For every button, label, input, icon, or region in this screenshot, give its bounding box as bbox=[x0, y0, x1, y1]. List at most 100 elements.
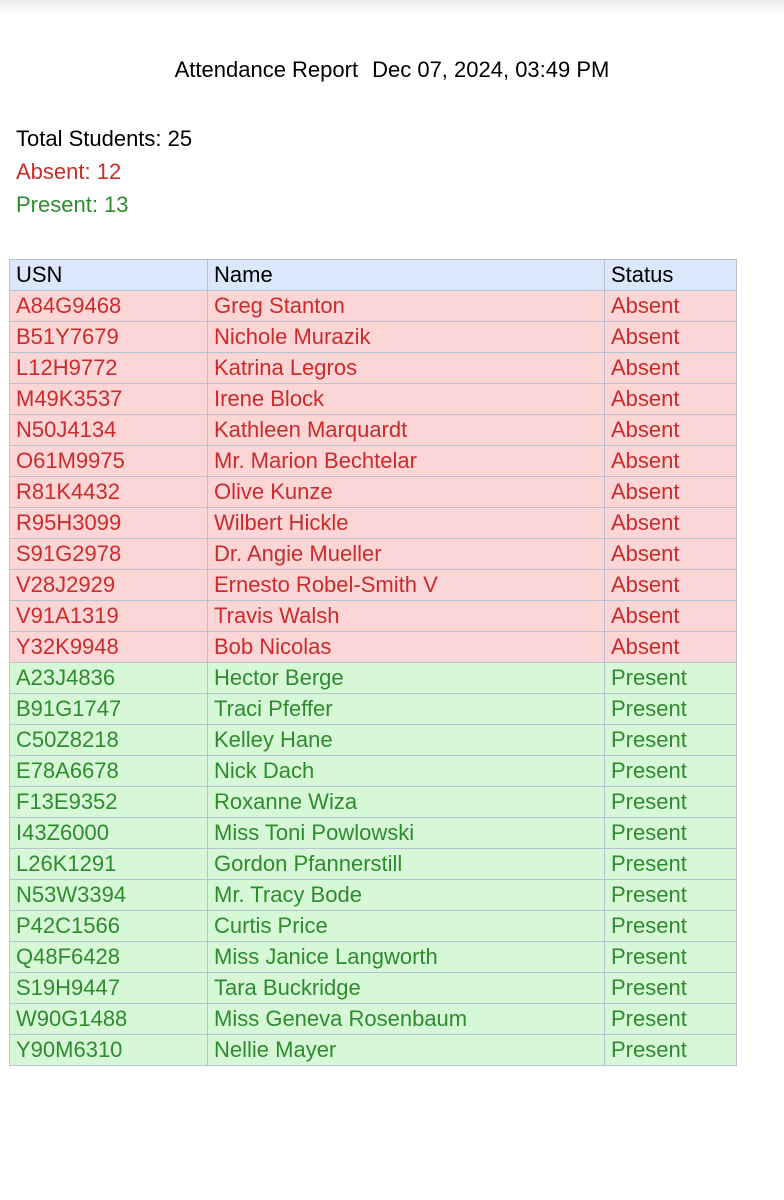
report-datetime: Dec 07, 2024, 03:49 PM bbox=[372, 57, 610, 82]
name-cell: Roxanne Wiza bbox=[207, 786, 605, 818]
usn-cell: P42C1566 bbox=[9, 910, 208, 942]
usn-cell: W90G1488 bbox=[9, 1003, 208, 1035]
status-cell: Absent bbox=[604, 414, 737, 446]
status-cell: Absent bbox=[604, 538, 737, 570]
usn-cell: V91A1319 bbox=[9, 600, 208, 632]
table-row: P42C1566 Curtis Price Present bbox=[9, 910, 737, 942]
table-row: L26K1291 Gordon Pfannerstill Present bbox=[9, 848, 737, 880]
status-cell: Absent bbox=[604, 290, 737, 322]
usn-cell: N50J4134 bbox=[9, 414, 208, 446]
usn-cell: L26K1291 bbox=[9, 848, 208, 880]
attendance-table: USN Name Status A84G9468 Greg Stanton Abse… bbox=[9, 259, 737, 1066]
name-cell: Katrina Legros bbox=[207, 352, 605, 384]
usn-cell: Q48F6428 bbox=[9, 941, 208, 973]
status-cell: Absent bbox=[604, 600, 737, 632]
table-row: V28J2929 Ernesto Robel-Smith V Absent bbox=[9, 569, 737, 601]
table-row: N53W3394 Mr. Tracy Bode Present bbox=[9, 879, 737, 911]
status-cell: Present bbox=[604, 910, 737, 942]
table-row: B91G1747 Traci Pfeffer Present bbox=[9, 693, 737, 725]
status-cell: Present bbox=[604, 786, 737, 818]
table-row: R95H3099 Wilbert Hickle Absent bbox=[9, 507, 737, 539]
table-row: C50Z8218 Kelley Hane Present bbox=[9, 724, 737, 756]
absent-count: Absent: 12 bbox=[16, 159, 122, 184]
status-cell: Present bbox=[604, 755, 737, 787]
status-cell: Absent bbox=[604, 383, 737, 415]
table-row: Y32K9948 Bob Nicolas Absent bbox=[9, 631, 737, 663]
usn-cell: E78A6678 bbox=[9, 755, 208, 787]
usn-cell: I43Z6000 bbox=[9, 817, 208, 849]
status-cell: Present bbox=[604, 817, 737, 849]
name-cell: Mr. Marion Bechtelar bbox=[207, 445, 605, 477]
name-cell: Bob Nicolas bbox=[207, 631, 605, 663]
name-cell: Greg Stanton bbox=[207, 290, 605, 322]
name-cell: Olive Kunze bbox=[207, 476, 605, 508]
name-cell: Nick Dach bbox=[207, 755, 605, 787]
table-row: L12H9772 Katrina Legros Absent bbox=[9, 352, 737, 384]
table-row: S19H9447 Tara Buckridge Present bbox=[9, 972, 737, 1004]
usn-cell: V28J2929 bbox=[9, 569, 208, 601]
status-cell: Absent bbox=[604, 569, 737, 601]
usn-cell: Y32K9948 bbox=[9, 631, 208, 663]
header-status: Status bbox=[604, 259, 737, 291]
status-cell: Absent bbox=[604, 445, 737, 477]
name-cell: Miss Geneva Rosenbaum bbox=[207, 1003, 605, 1035]
table-row: W90G1488 Miss Geneva Rosenbaum Present bbox=[9, 1003, 737, 1035]
table-body: A84G9468 Greg Stanton Absent B51Y7679 Nichol… bbox=[9, 290, 737, 1066]
name-cell: Nichole Murazik bbox=[207, 321, 605, 353]
usn-cell: B51Y7679 bbox=[9, 321, 208, 353]
name-cell: Curtis Price bbox=[207, 910, 605, 942]
usn-cell: S91G2978 bbox=[9, 538, 208, 570]
table-row: Y90M6310 Nellie Mayer Present bbox=[9, 1034, 737, 1066]
table-row: N50J4134 Kathleen Marquardt Absent bbox=[9, 414, 737, 446]
status-cell: Present bbox=[604, 972, 737, 1004]
usn-cell: N53W3394 bbox=[9, 879, 208, 911]
usn-cell: Y90M6310 bbox=[9, 1034, 208, 1066]
usn-cell: S19H9447 bbox=[9, 972, 208, 1004]
name-cell: Miss Janice Langworth bbox=[207, 941, 605, 973]
usn-cell: A84G9468 bbox=[9, 290, 208, 322]
usn-cell: O61M9975 bbox=[9, 445, 208, 477]
name-cell: Wilbert Hickle bbox=[207, 507, 605, 539]
name-cell: Dr. Angie Mueller bbox=[207, 538, 605, 570]
name-cell: Travis Walsh bbox=[207, 600, 605, 632]
table-row: Q48F6428 Miss Janice Langworth Present bbox=[9, 941, 737, 973]
status-cell: Absent bbox=[604, 507, 737, 539]
table-row: M49K3537 Irene Block Absent bbox=[9, 383, 737, 415]
usn-cell: L12H9772 bbox=[9, 352, 208, 384]
name-cell: Kathleen Marquardt bbox=[207, 414, 605, 446]
name-cell: Nellie Mayer bbox=[207, 1034, 605, 1066]
status-cell: Present bbox=[604, 662, 737, 694]
table-row: V91A1319 Travis Walsh Absent bbox=[9, 600, 737, 632]
report-title-text: Attendance Report bbox=[174, 57, 359, 82]
status-cell: Present bbox=[604, 848, 737, 880]
header-name: Name bbox=[207, 259, 605, 291]
usn-cell: B91G1747 bbox=[9, 693, 208, 725]
status-cell: Present bbox=[604, 1003, 737, 1035]
table-row: A23J4836 Hector Berge Present bbox=[9, 662, 737, 694]
status-cell: Present bbox=[604, 693, 737, 725]
table-row: R81K4432 Olive Kunze Absent bbox=[9, 476, 737, 508]
usn-cell: F13E9352 bbox=[9, 786, 208, 818]
usn-cell: A23J4836 bbox=[9, 662, 208, 694]
name-cell: Irene Block bbox=[207, 383, 605, 415]
report-title: Attendance Report Dec 07, 2024, 03:49 PM bbox=[0, 57, 784, 83]
name-cell: Mr. Tracy Bode bbox=[207, 879, 605, 911]
name-cell: Traci Pfeffer bbox=[207, 693, 605, 725]
header-usn: USN bbox=[9, 259, 208, 291]
table-row: A84G9468 Greg Stanton Absent bbox=[9, 290, 737, 322]
usn-cell: M49K3537 bbox=[9, 383, 208, 415]
table-row: E78A6678 Nick Dach Present bbox=[9, 755, 737, 787]
usn-cell: C50Z8218 bbox=[9, 724, 208, 756]
name-cell: Gordon Pfannerstill bbox=[207, 848, 605, 880]
usn-cell: R95H3099 bbox=[9, 507, 208, 539]
status-cell: Present bbox=[604, 879, 737, 911]
top-shadow bbox=[0, 0, 784, 18]
name-cell: Hector Berge bbox=[207, 662, 605, 694]
status-cell: Absent bbox=[604, 352, 737, 384]
name-cell: Ernesto Robel-Smith V bbox=[207, 569, 605, 601]
name-cell: Miss Toni Powlowski bbox=[207, 817, 605, 849]
table-row: O61M9975 Mr. Marion Bechtelar Absent bbox=[9, 445, 737, 477]
table-row: S91G2978 Dr. Angie Mueller Absent bbox=[9, 538, 737, 570]
status-cell: Absent bbox=[604, 631, 737, 663]
present-count: Present: 13 bbox=[16, 192, 129, 217]
